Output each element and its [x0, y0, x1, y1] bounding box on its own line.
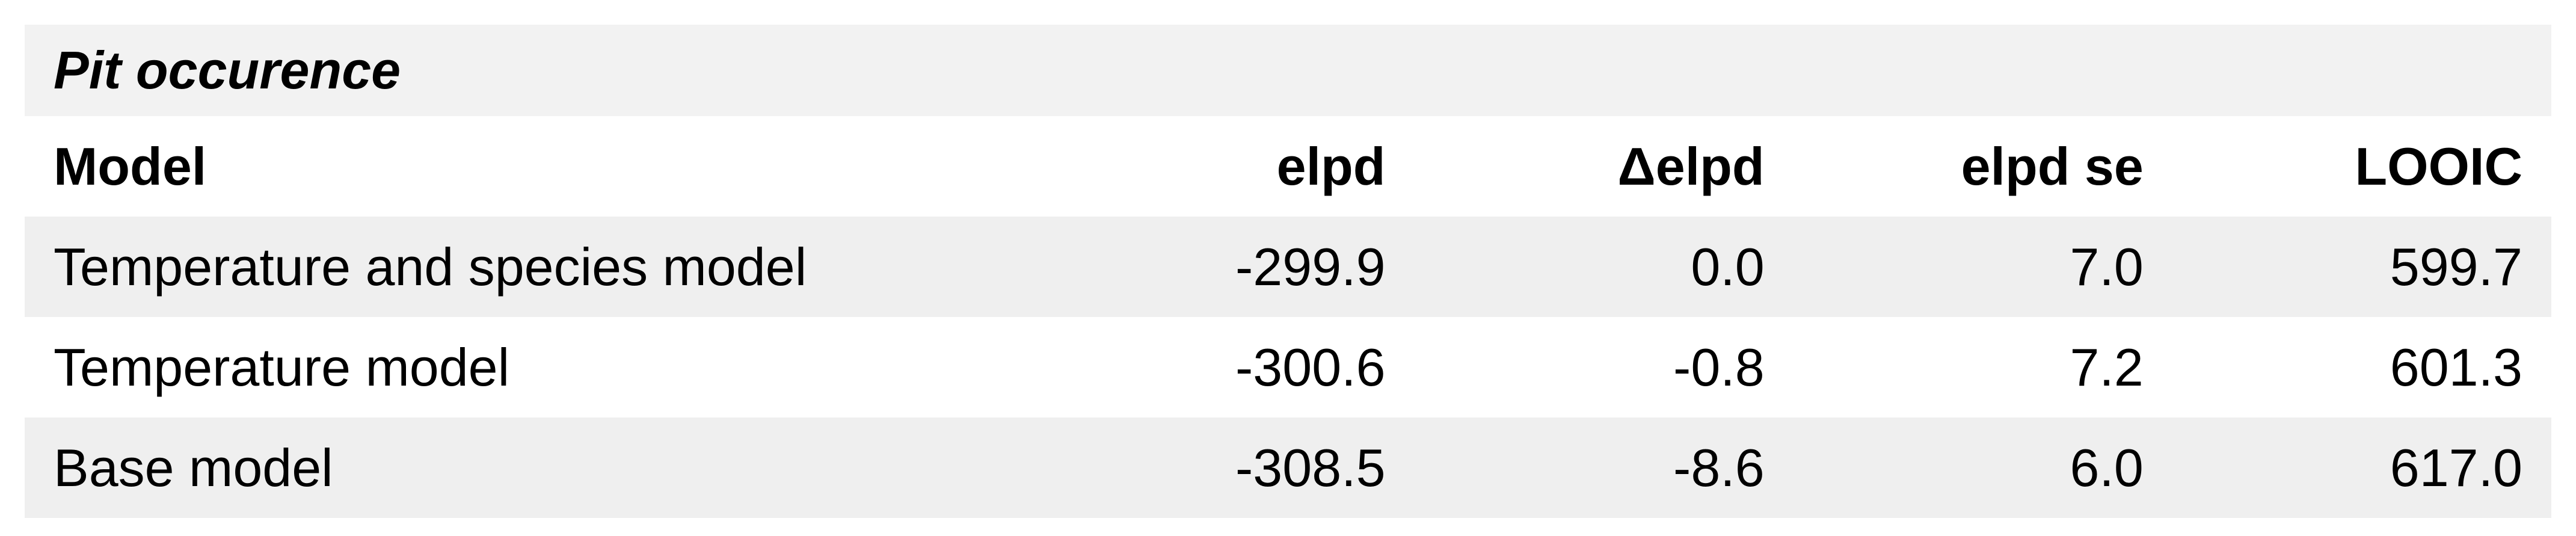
column-header-elpd: elpd [1276, 136, 1386, 196]
looic-cell: 617.0 [2390, 437, 2522, 497]
column-header-delta-elpd: Δelpd [1617, 136, 1765, 196]
model-comparison-table: Pit occurence Model elpd Δelpd elpd se L… [25, 25, 2551, 518]
model-cell: Temperature model [54, 337, 510, 397]
looic-cell: 601.3 [2390, 337, 2522, 397]
model-cell: Temperature and species model [54, 236, 807, 297]
elpd-cell: -299.9 [1235, 236, 1386, 297]
table-row: Temperature model -300.6 -0.8 7.2 601.3 [25, 317, 2551, 417]
elpd-se-cell: 7.0 [2070, 236, 2144, 297]
delta-elpd-cell: 0.0 [1691, 236, 1765, 297]
column-header-elpd-se: elpd se [1961, 136, 2144, 196]
delta-elpd-cell: -8.6 [1673, 437, 1765, 497]
elpd-cell: -308.5 [1235, 437, 1386, 497]
header-row: Model elpd Δelpd elpd se LOOIC [25, 116, 2551, 217]
results-table: Model elpd Δelpd elpd se LOOIC Temperatu… [25, 116, 2551, 518]
column-header-looic: LOOIC [2355, 136, 2522, 196]
column-header-model: Model [54, 136, 207, 196]
elpd-se-cell: 7.2 [2070, 337, 2144, 397]
elpd-se-cell: 6.0 [2070, 437, 2144, 497]
table-row: Base model -308.5 -8.6 6.0 617.0 [25, 417, 2551, 518]
looic-cell: 599.7 [2390, 236, 2522, 297]
model-cell: Base model [54, 437, 333, 497]
table-row: Temperature and species model -299.9 0.0… [25, 217, 2551, 317]
elpd-cell: -300.6 [1235, 337, 1386, 397]
table-caption: Pit occurence [25, 25, 2551, 116]
delta-elpd-cell: -0.8 [1673, 337, 1765, 397]
